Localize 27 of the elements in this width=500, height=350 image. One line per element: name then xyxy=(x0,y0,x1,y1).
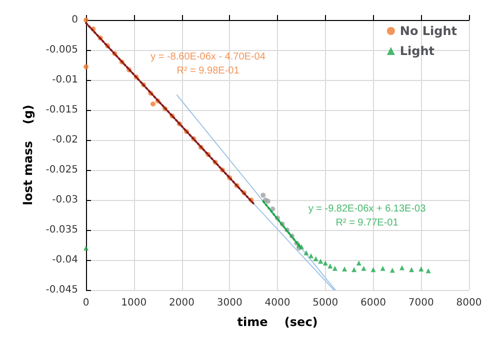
legend-label: No Light xyxy=(400,24,458,38)
y-tick-label: -0.015 xyxy=(46,104,78,116)
y-tick-label: 0 xyxy=(72,14,78,26)
x-tick-label: 5000 xyxy=(312,298,338,308)
annotation: y = -8.60E-06x - 4.70E-04 xyxy=(150,52,266,62)
x-tick-label: 4000 xyxy=(264,298,290,308)
x-tick-label: 0 xyxy=(82,298,90,308)
y-tick-label: -0.04 xyxy=(52,254,78,266)
annotation: y = -9.82E-06x + 6.13E-03 xyxy=(308,204,426,214)
y-tick-label: -0.01 xyxy=(52,74,78,86)
y-axis-title: lost mass (g) xyxy=(21,104,35,206)
x-tick-label: 2000 xyxy=(169,298,194,308)
legend-label: Light xyxy=(400,44,435,58)
y-tick-label: -0.005 xyxy=(46,44,78,56)
annotation: R² = 9.77E-01 xyxy=(336,218,399,228)
y-tick-label: -0.045 xyxy=(46,284,78,296)
x-tick-label: 6000 xyxy=(360,298,386,308)
x-tick-label: 1000 xyxy=(121,298,147,308)
x-tick-label: 8000 xyxy=(456,298,482,308)
x-axis-title: time (sec) xyxy=(237,315,318,329)
x-tick-label: 7000 xyxy=(408,298,434,308)
y-tick-label: -0.03 xyxy=(52,194,78,206)
annotation: R² = 9.98E-01 xyxy=(176,66,240,76)
y-tick-label: -0.02 xyxy=(52,134,78,146)
x-tick-label: 3000 xyxy=(216,298,242,308)
y-tick-label: -0.025 xyxy=(46,164,78,176)
y-tick-label: -0.035 xyxy=(46,224,78,236)
